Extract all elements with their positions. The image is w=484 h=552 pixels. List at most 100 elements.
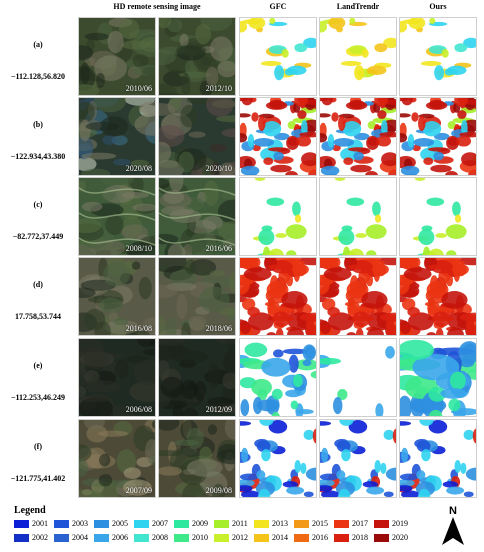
row-coordinates: −112.253,46.249 <box>10 393 66 402</box>
row-coordinates: 17.758,53.744 <box>15 312 61 321</box>
legend-title: Legend <box>14 505 46 516</box>
row-id: (b) <box>33 120 43 129</box>
gfc-map <box>239 338 317 417</box>
header-landtrendr: LandTrendr <box>336 2 380 11</box>
legend-year: 2018 <box>352 533 368 542</box>
legend-item: 2007 <box>134 519 178 530</box>
legend-year: 2019 <box>392 519 408 528</box>
landtrendr-map <box>319 338 397 417</box>
legend-swatch <box>94 520 109 528</box>
row-coordinates: −112.128,56.820 <box>10 72 66 81</box>
legend-item: 2011 <box>214 519 258 530</box>
legend-item: 2009 <box>174 519 218 530</box>
landtrendr-map <box>319 257 397 336</box>
row-id: (d) <box>33 280 43 289</box>
satellite-image-after: 2009/08 <box>158 419 236 498</box>
legend-item: 2015 <box>294 519 338 530</box>
legend-year: 2009 <box>192 519 208 528</box>
legend-swatch <box>94 534 109 542</box>
satellite-image-before: 2010/06 <box>78 17 156 96</box>
legend-swatch <box>134 520 149 528</box>
legend-item: 2012 <box>214 533 258 544</box>
legend-swatch <box>214 520 229 528</box>
image-date: 2012/09 <box>205 405 232 414</box>
legend-year: 2016 <box>312 533 328 542</box>
ours-map <box>399 419 477 498</box>
legend-swatch <box>334 534 349 542</box>
legend-swatch <box>174 534 189 542</box>
satellite-image-before: 2016/08 <box>78 257 156 336</box>
legend-year: 2014 <box>272 533 288 542</box>
legend-item: 2014 <box>254 533 298 544</box>
legend-item: 2008 <box>134 533 178 544</box>
legend-item: 2019 <box>374 519 418 530</box>
image-date: 2012/10 <box>205 84 232 93</box>
legend-year: 2017 <box>352 519 368 528</box>
image-date: 2016/06 <box>205 244 232 253</box>
row-id: (c) <box>33 200 43 209</box>
row-coordinates: −122.934,43.380 <box>10 152 66 161</box>
image-date: 2020/08 <box>125 164 152 173</box>
ours-map <box>399 97 477 176</box>
legend-item: 2016 <box>294 533 338 544</box>
image-date: 2020/10 <box>205 164 232 173</box>
row-label: (b) −122.934,43.380 <box>0 119 76 163</box>
landtrendr-map <box>319 419 397 498</box>
header-hd-image: HD remote sensing image <box>113 2 201 11</box>
satellite-image-after: 2016/06 <box>158 177 236 256</box>
row-id: (f) <box>34 442 42 451</box>
legend-item: 2004 <box>54 533 98 544</box>
image-date: 2016/08 <box>125 324 152 333</box>
legend-year: 2010 <box>192 533 208 542</box>
legend-swatch <box>54 520 69 528</box>
legend-year: 2020 <box>392 533 408 542</box>
image-date: 2018/06 <box>205 324 232 333</box>
north-arrow-icon: N <box>440 503 466 547</box>
legend-swatch <box>374 520 389 528</box>
satellite-image-before: 2007/09 <box>78 419 156 498</box>
legend-swatch <box>134 534 149 542</box>
landtrendr-map <box>319 177 397 256</box>
satellite-image-after: 2018/06 <box>158 257 236 336</box>
legend-swatch <box>254 534 269 542</box>
legend-item: 2005 <box>94 519 138 530</box>
legend-year: 2005 <box>112 519 128 528</box>
legend-item: 2006 <box>94 533 138 544</box>
ours-map <box>399 257 477 336</box>
row-label: (d) 17.758,53.744 <box>0 279 76 323</box>
satellite-image-before: 2008/10 <box>78 177 156 256</box>
satellite-image-before: 2006/08 <box>78 338 156 417</box>
legend-swatch <box>54 534 69 542</box>
legend-item: 2010 <box>174 533 218 544</box>
header-gfc: GFC <box>269 2 287 11</box>
legend-year: 2012 <box>232 533 248 542</box>
north-label: N <box>449 505 457 517</box>
gfc-map <box>239 17 317 96</box>
header-ours: Ours <box>429 2 447 11</box>
satellite-image-after: 2012/10 <box>158 17 236 96</box>
legend-year: 2003 <box>72 519 88 528</box>
row-id: (a) <box>33 40 43 49</box>
legend-swatch <box>174 520 189 528</box>
image-date: 2006/08 <box>125 405 152 414</box>
row-label: (c) −82.772,37.449 <box>0 199 76 243</box>
legend-item: 2018 <box>334 533 378 544</box>
legend-year: 2015 <box>312 519 328 528</box>
image-date: 2009/08 <box>205 486 232 495</box>
row-label: (e) −112.253,46.249 <box>0 360 76 404</box>
ours-map <box>399 17 477 96</box>
row-coordinates: −82.772,37.449 <box>12 232 64 241</box>
gfc-map <box>239 97 317 176</box>
legend-item: 2002 <box>14 533 58 544</box>
legend-item: 2017 <box>334 519 378 530</box>
legend-year: 2007 <box>152 519 168 528</box>
landtrendr-map <box>319 97 397 176</box>
gfc-map <box>239 257 317 336</box>
satellite-image-before: 2020/08 <box>78 97 156 176</box>
row-label: (a) −112.128,56.820 <box>0 39 76 83</box>
legend-year: 2006 <box>112 533 128 542</box>
legend-swatch <box>294 534 309 542</box>
legend-year: 2013 <box>272 519 288 528</box>
legend-item: 2001 <box>14 519 58 530</box>
gfc-map <box>239 177 317 256</box>
